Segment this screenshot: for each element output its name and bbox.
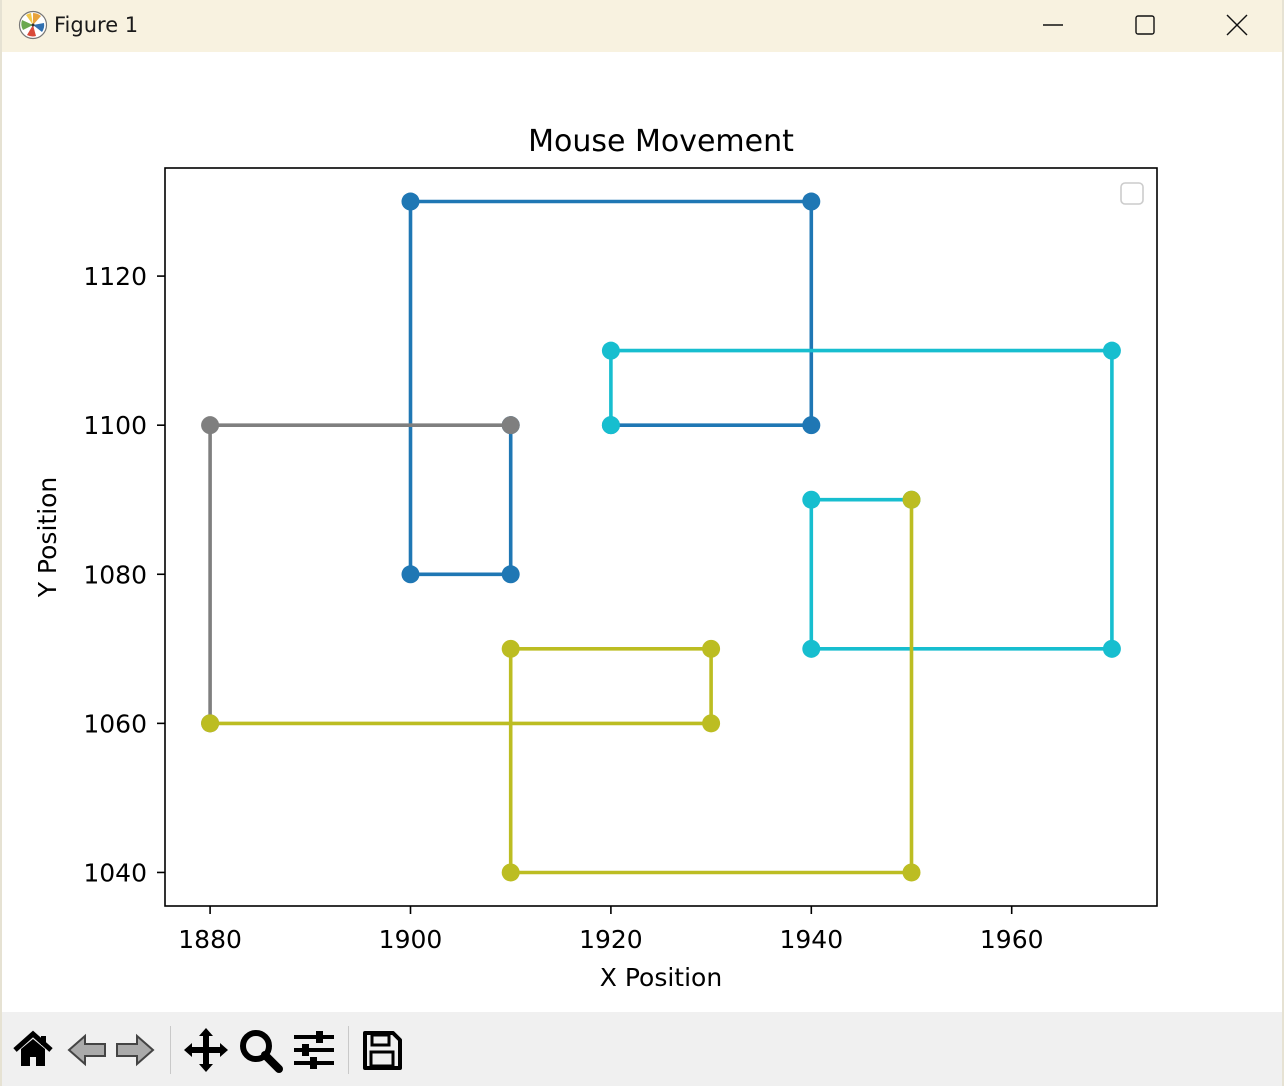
data-point [802, 490, 821, 509]
home-button[interactable] [10, 1024, 56, 1076]
mouse-movement-chart[interactable]: Mouse Movement 1880 1900 1920 1940 1960 1040… [2, 52, 1282, 1012]
save-button[interactable] [358, 1024, 406, 1076]
configure-subplots-icon [294, 1031, 334, 1069]
data-point [501, 565, 520, 584]
figure-canvas[interactable]: Mouse Movement 1880 1900 1920 1940 1960 1040… [2, 52, 1282, 1012]
data-point [601, 341, 620, 360]
legend-box [1120, 182, 1144, 205]
save-icon [363, 1031, 402, 1070]
minimize-button[interactable] [1007, 0, 1099, 50]
series-line-3 [210, 499, 914, 875]
x-tick-label: 1900 [379, 925, 443, 954]
y-tick-label: 1040 [83, 858, 147, 887]
x-tick-label: 1940 [779, 925, 843, 954]
zoom-button[interactable] [236, 1024, 284, 1076]
data-point [702, 639, 721, 658]
home-icon [13, 1030, 53, 1066]
x-tick-label: 1880 [178, 925, 242, 954]
plot-frame [164, 167, 1158, 907]
y-axis-label: Y Position [33, 477, 62, 599]
back-button[interactable] [64, 1024, 110, 1076]
back-icon [67, 1033, 106, 1067]
close-icon [1226, 14, 1248, 36]
pan-button[interactable] [182, 1024, 230, 1076]
y-tick-label: 1060 [83, 709, 147, 738]
title-bar[interactable]: Figure 1 [2, 0, 1282, 52]
data-point [501, 863, 520, 882]
forward-button[interactable] [112, 1024, 158, 1076]
data-point [1102, 639, 1121, 658]
maximize-icon [1135, 15, 1155, 35]
x-axis-label: X Position [600, 963, 722, 992]
x-tick-label: 1960 [980, 925, 1044, 954]
x-axis: 1880 1900 1920 1940 1960 [178, 906, 1044, 954]
chart-title: Mouse Movement [528, 124, 794, 159]
x-tick-label: 1920 [579, 925, 643, 954]
data-point [201, 416, 220, 435]
series-line-1 [609, 348, 1114, 651]
data-point [401, 192, 420, 211]
data-point [501, 639, 520, 658]
data-point [802, 192, 821, 211]
configure-subplots-button[interactable] [290, 1024, 338, 1076]
window-title: Figure 1 [54, 13, 139, 37]
zoom-icon [240, 1030, 283, 1073]
minimize-icon [1043, 24, 1063, 26]
y-tick-label: 1080 [83, 560, 147, 589]
data-point [702, 714, 721, 733]
y-tick-label: 1100 [83, 411, 147, 440]
data-point [802, 639, 821, 658]
y-axis: 1040 1060 1080 1100 1120 [83, 262, 165, 887]
y-tick-label: 1120 [83, 262, 147, 291]
toolbar-separator [348, 1026, 349, 1074]
data-point [601, 416, 620, 435]
pan-icon [184, 1028, 228, 1072]
data-point [902, 863, 921, 882]
data-point [802, 416, 821, 435]
toolbar-separator [170, 1026, 171, 1074]
forward-icon [116, 1033, 155, 1067]
data-point [501, 416, 520, 435]
plot-marks [201, 192, 1121, 882]
close-button[interactable] [1191, 0, 1283, 50]
matplotlib-logo-icon [18, 10, 48, 40]
data-point [1102, 341, 1121, 360]
data-point [902, 490, 921, 509]
data-point [201, 714, 220, 733]
maximize-button[interactable] [1099, 0, 1191, 50]
data-point [401, 565, 420, 584]
